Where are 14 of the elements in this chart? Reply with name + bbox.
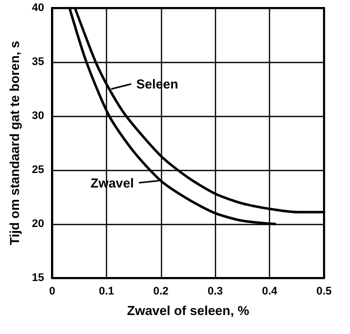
x-tick-label: 0.2 [153,286,169,298]
y-axis-title: Tijd om standaard gat te boren, s [7,40,22,246]
x-tick-label: 0 [49,286,56,298]
y-tick-label: 15 [32,272,44,284]
x-tick-label: 0.4 [262,286,278,298]
y-tick-label: 30 [32,110,44,122]
y-tick-label: 20 [32,218,44,230]
x-axis-title: Zwavel of seleen, % [127,303,250,318]
y-tick-label: 40 [32,2,44,14]
y-tick-label: 25 [32,164,44,176]
x-tick-label: 0.3 [208,286,223,298]
x-tick-label: 0.1 [98,286,114,298]
x-tick-label: 0.5 [316,286,332,298]
y-tick-label: 35 [32,56,44,68]
